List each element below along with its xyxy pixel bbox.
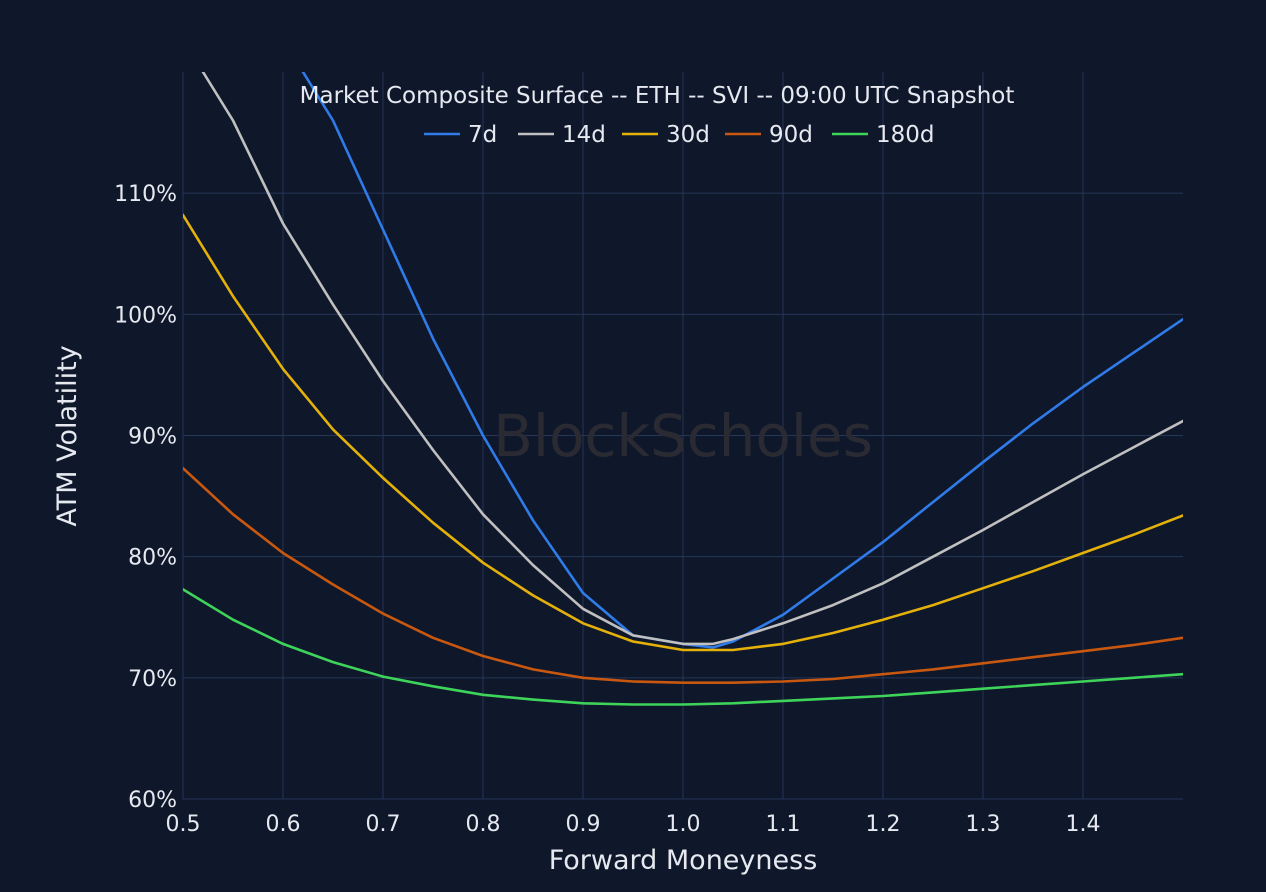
legend-item-90d[interactable]: 90d (725, 122, 813, 148)
series-line-180d (183, 588, 1183, 706)
x-tick-label: 0.7 (366, 812, 401, 837)
legend-label: 180d (876, 122, 935, 148)
y-axis-ticks: 60% 70% 80% 90% 100% 110% (114, 182, 177, 813)
x-tick-label: 0.8 (466, 812, 501, 837)
x-axis-label: Forward Moneyness (549, 845, 818, 876)
y-tick-label: 90% (128, 425, 177, 450)
legend-label: 14d (562, 122, 606, 148)
legend-item-7d[interactable]: 7d (424, 122, 497, 148)
x-tick-label: 1.3 (966, 812, 1001, 837)
y-tick-label: 60% (128, 788, 177, 813)
x-tick-label: 1.0 (666, 812, 701, 837)
series-layer (183, 72, 1183, 706)
series-line-7d (301, 72, 1183, 649)
series-line-14d (201, 72, 1183, 646)
grid (182, 72, 1183, 800)
y-tick-label: 110% (114, 182, 177, 207)
x-tick-label: 1.1 (766, 812, 801, 837)
y-tick-label: 80% (128, 546, 177, 571)
y-axis-label: ATM Volatility (52, 345, 83, 526)
x-tick-label: 0.6 (266, 812, 301, 837)
x-tick-label: 0.5 (166, 812, 201, 837)
legend[interactable]: 7d 14d 30d 90d 180d (424, 122, 935, 148)
legend-label: 30d (666, 122, 710, 148)
legend-item-30d[interactable]: 30d (622, 122, 710, 148)
legend-item-180d[interactable]: 180d (832, 122, 935, 148)
y-tick-label: 70% (128, 667, 177, 692)
x-tick-label: 1.4 (1066, 812, 1101, 837)
legend-label: 90d (769, 122, 813, 148)
x-tick-label: 1.2 (866, 812, 901, 837)
watermark: BlockScholes (493, 402, 873, 470)
chart-title: Market Composite Surface -- ETH -- SVI -… (300, 83, 1015, 109)
legend-label: 7d (468, 122, 497, 148)
series-line-30d (183, 213, 1183, 652)
y-tick-label: 100% (114, 303, 177, 328)
legend-item-14d[interactable]: 14d (518, 122, 606, 148)
series-line-90d (183, 466, 1183, 685)
x-tick-label: 0.9 (566, 812, 601, 837)
x-axis-ticks: 0.5 0.6 0.7 0.8 0.9 1.0 1.1 1.2 1.3 1.4 (166, 812, 1101, 837)
